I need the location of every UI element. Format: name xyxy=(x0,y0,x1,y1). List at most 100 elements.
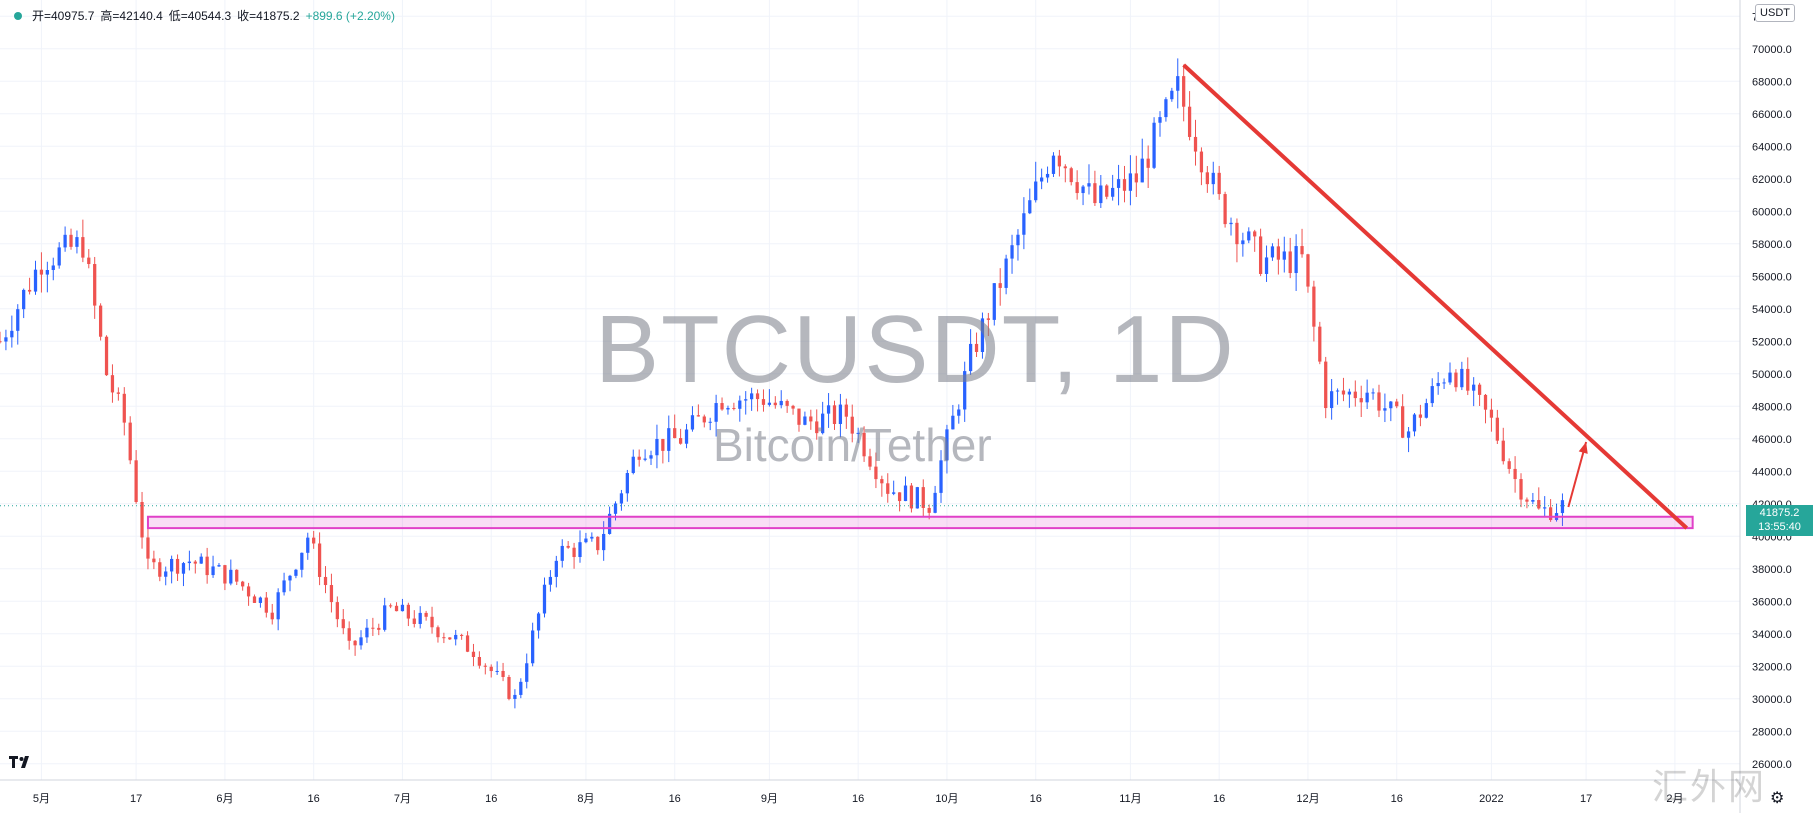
candle-body xyxy=(1016,234,1020,246)
low-value: 低=40544.3 xyxy=(168,9,232,23)
candle-body xyxy=(1513,468,1517,480)
candle-body xyxy=(276,592,280,620)
candle-body xyxy=(554,560,558,577)
x-tick-label: 17 xyxy=(1580,793,1592,805)
change-value: +899.6 (+2.20%) xyxy=(305,8,395,23)
candle-body xyxy=(1276,246,1280,260)
candle-body xyxy=(951,415,955,430)
candle-body xyxy=(1324,361,1328,409)
candle-body xyxy=(1495,417,1499,441)
tradingview-logo-icon[interactable] xyxy=(8,753,36,773)
y-tick-label: 56000.0 xyxy=(1752,271,1792,283)
candle-body xyxy=(1543,507,1547,509)
x-tick-label: 2022 xyxy=(1479,793,1503,805)
candle-body xyxy=(1205,172,1209,185)
drawings xyxy=(0,63,1740,530)
candle-body xyxy=(915,487,919,509)
x-tick-label: 16 xyxy=(308,793,320,805)
candle-body xyxy=(1140,158,1144,183)
candle-body xyxy=(1460,368,1464,388)
candle-body xyxy=(4,337,8,342)
candle-body xyxy=(69,234,73,247)
candle-body xyxy=(1051,155,1056,174)
candle-body xyxy=(655,438,659,456)
candle-body xyxy=(968,343,973,372)
candle-body xyxy=(1377,392,1381,411)
candle-body xyxy=(1270,246,1275,258)
candle-body xyxy=(1063,166,1067,169)
candle-body xyxy=(1069,168,1073,183)
candle-body xyxy=(832,405,837,425)
candle-body xyxy=(761,399,766,405)
candle-body xyxy=(844,404,848,417)
candle-body xyxy=(1371,392,1375,394)
candle-body xyxy=(45,270,49,275)
candle-body xyxy=(1045,173,1050,178)
price-axis[interactable]: 26000.0 28000.0 30000.0 32000.0 34000.0 36000… xyxy=(1739,0,1792,813)
x-tick-label: 5月 xyxy=(33,793,50,805)
y-tick-label: 66000.0 xyxy=(1752,109,1792,121)
candle-body xyxy=(158,562,162,577)
candle-body xyxy=(33,269,38,292)
candle-body xyxy=(394,605,399,612)
candle-body xyxy=(945,429,949,461)
candle-body xyxy=(359,637,363,646)
candle-body xyxy=(1093,183,1097,204)
candle-body xyxy=(909,485,914,509)
candle-body xyxy=(507,676,511,699)
candle-body xyxy=(1300,246,1304,255)
candle-body xyxy=(282,580,286,593)
y-tick-label: 50000.0 xyxy=(1752,369,1792,381)
candle-body xyxy=(1389,401,1393,409)
candle-body xyxy=(992,283,996,320)
candle-body xyxy=(122,393,126,423)
candle-body xyxy=(241,581,245,587)
candle-body xyxy=(317,543,322,577)
candle-body xyxy=(607,513,612,534)
candle-body xyxy=(134,460,138,502)
support-zone xyxy=(146,515,1694,530)
open-value: 开=40975.7 xyxy=(32,9,95,23)
candle-body xyxy=(750,393,754,400)
candle-body xyxy=(104,336,109,376)
candle-body xyxy=(471,651,476,657)
candle-body xyxy=(1501,440,1505,462)
y-tick-label: 36000.0 xyxy=(1752,596,1792,608)
candle-body xyxy=(1087,183,1091,187)
x-tick-label: 11月 xyxy=(1119,793,1141,805)
candle-body xyxy=(1294,246,1298,274)
candle-body xyxy=(306,537,310,553)
y-tick-label: 64000.0 xyxy=(1752,141,1792,153)
candle-body xyxy=(1164,99,1168,118)
candle-body xyxy=(714,403,718,422)
gear-icon[interactable]: ⚙ xyxy=(1770,790,1785,807)
candle-body xyxy=(16,309,20,331)
time-axis[interactable]: 5月 17 6月 16 7月 16 8月 16 9月 16 10月 16 11月 16 12月 16 2022 1… xyxy=(0,779,1740,805)
candle-body xyxy=(1472,384,1476,391)
candle-body xyxy=(353,640,357,646)
x-tick-label: 12月 xyxy=(1296,793,1319,805)
candle-body xyxy=(1182,76,1186,107)
candle-body xyxy=(116,392,120,394)
candle-body xyxy=(270,612,274,620)
candle-body xyxy=(602,533,606,551)
y-tick-label: 52000.0 xyxy=(1752,336,1792,348)
candle-body xyxy=(1040,177,1044,182)
candle-body xyxy=(1081,186,1085,194)
candle-body xyxy=(696,415,700,417)
candle-body xyxy=(193,561,197,564)
candle-body xyxy=(631,456,635,474)
candle-body xyxy=(809,416,813,422)
currency-button[interactable]: USDT xyxy=(1755,4,1795,22)
candle-body xyxy=(1430,386,1434,404)
candle-body xyxy=(1111,187,1115,197)
y-tick-label: 46000.0 xyxy=(1752,434,1792,446)
grid xyxy=(0,0,1740,780)
y-tick-label: 44000.0 xyxy=(1752,466,1792,478)
candle-body xyxy=(1158,117,1162,123)
candle-body xyxy=(1229,222,1233,225)
candle-body xyxy=(1454,372,1458,388)
candle-body xyxy=(939,460,943,493)
candle-body xyxy=(1359,398,1363,403)
